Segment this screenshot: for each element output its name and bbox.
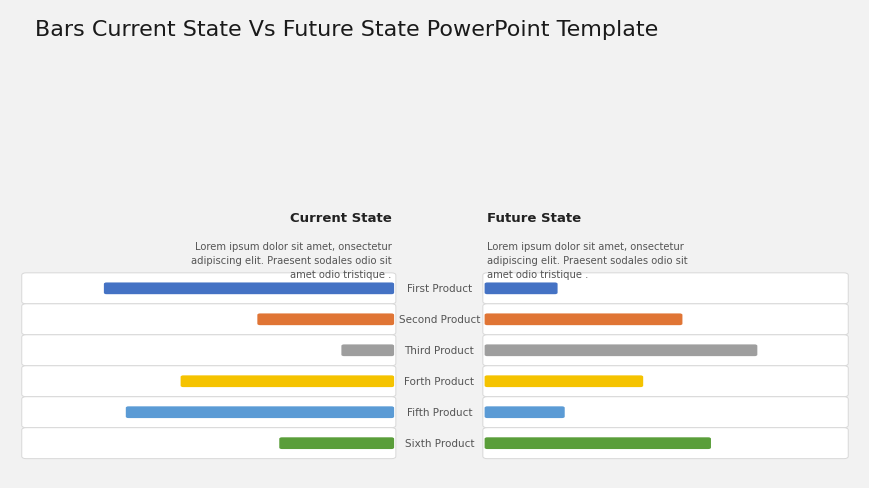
- FancyBboxPatch shape: [482, 335, 847, 366]
- FancyBboxPatch shape: [341, 345, 394, 356]
- FancyBboxPatch shape: [22, 428, 395, 459]
- FancyBboxPatch shape: [484, 345, 756, 356]
- FancyBboxPatch shape: [22, 366, 395, 397]
- FancyBboxPatch shape: [484, 407, 564, 418]
- FancyBboxPatch shape: [181, 376, 394, 387]
- Text: Second Product: Second Product: [398, 315, 480, 325]
- FancyBboxPatch shape: [22, 397, 395, 428]
- Text: Fifth Product: Fifth Product: [406, 407, 472, 417]
- Text: Future State: Future State: [487, 211, 580, 224]
- Text: Third Product: Third Product: [404, 346, 474, 356]
- FancyBboxPatch shape: [484, 283, 557, 295]
- Text: First Product: First Product: [407, 284, 471, 294]
- FancyBboxPatch shape: [126, 407, 394, 418]
- FancyBboxPatch shape: [279, 437, 394, 449]
- Text: Bars Current State Vs Future State PowerPoint Template: Bars Current State Vs Future State Power…: [35, 20, 657, 40]
- Text: Current State: Current State: [289, 211, 391, 224]
- Text: Forth Product: Forth Product: [404, 376, 474, 386]
- FancyBboxPatch shape: [22, 304, 395, 335]
- FancyBboxPatch shape: [484, 314, 681, 325]
- FancyBboxPatch shape: [482, 366, 847, 397]
- Text: Lorem ipsum dolor sit amet, onsectetur
adipiscing elit. Praesent sodales odio si: Lorem ipsum dolor sit amet, onsectetur a…: [190, 242, 391, 280]
- FancyBboxPatch shape: [103, 283, 394, 295]
- FancyBboxPatch shape: [482, 428, 847, 459]
- FancyBboxPatch shape: [484, 437, 710, 449]
- FancyBboxPatch shape: [22, 273, 395, 304]
- FancyBboxPatch shape: [482, 273, 847, 304]
- FancyBboxPatch shape: [257, 314, 394, 325]
- FancyBboxPatch shape: [482, 397, 847, 428]
- FancyBboxPatch shape: [22, 335, 395, 366]
- Text: Sixth Product: Sixth Product: [404, 438, 474, 448]
- FancyBboxPatch shape: [482, 304, 847, 335]
- FancyBboxPatch shape: [484, 376, 642, 387]
- Text: Lorem ipsum dolor sit amet, onsectetur
adipiscing elit. Praesent sodales odio si: Lorem ipsum dolor sit amet, onsectetur a…: [487, 242, 687, 280]
